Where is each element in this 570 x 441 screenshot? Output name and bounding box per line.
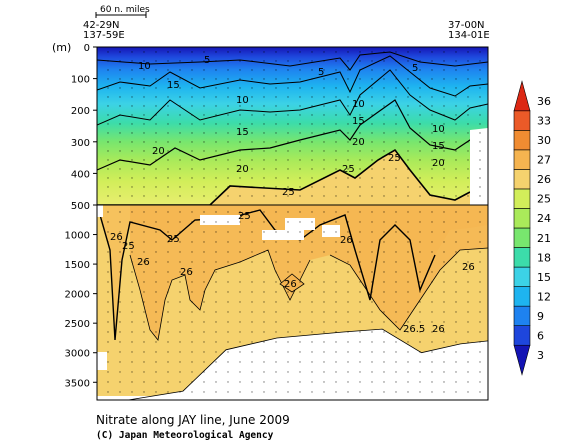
contour-label: 10 [138, 61, 151, 72]
y-tick-label: 200 [71, 106, 90, 117]
contour-5 [97, 51, 488, 71]
colorbar-tick-label: 3 [537, 349, 544, 362]
right-station-lat: 37-00N [448, 20, 485, 31]
seafloor-mask [97, 329, 488, 400]
contour-label: 26 [462, 262, 475, 273]
colorbar-tick-label: 27 [537, 154, 551, 167]
contour-label: 26.5 [403, 324, 425, 335]
contour-15 [97, 69, 488, 126]
upper-warm-zone [97, 150, 488, 205]
colorbar-swatch [513, 344, 531, 376]
seafloor-line [97, 328, 488, 400]
colorbar-tick-label: 9 [537, 310, 544, 323]
y-tick-label: 1500 [65, 260, 90, 271]
colorbar-swatch [513, 305, 531, 326]
contour-label: 20 [352, 137, 365, 148]
contour-label: 10 [236, 95, 249, 106]
y-axis: 0 100 200 300 400 500 1000 1500 2000 2500 3000 3500 [65, 43, 97, 389]
contour-label: 25 [388, 153, 401, 164]
contour-label: 26 [110, 232, 123, 243]
scale-bar-label: 60 n. miles [100, 5, 150, 15]
contour-label: 10 [352, 99, 365, 110]
y-axis-label: (m) [52, 41, 71, 54]
contour-label: 25 [342, 164, 355, 175]
contour-label: 25 [167, 234, 180, 245]
credit-text: (C) Japan Meteorological Agency [96, 430, 274, 441]
right-station-lon: 134-01E [448, 30, 490, 41]
y-tick-label: 300 [71, 138, 90, 149]
lower-panel [97, 205, 488, 400]
upper-panel [97, 47, 488, 205]
contour-label: 15 [236, 127, 249, 138]
colorbar-swatch [513, 80, 531, 112]
y-tick-label: 2000 [65, 290, 90, 301]
contour-label: 15 [352, 116, 365, 127]
contour-labels: 5 5 5 10 10 10 10 15 15 15 15 20 20 20 2… [110, 55, 475, 335]
colorbar-tick-label: 18 [537, 251, 551, 264]
colorbar-swatch [513, 208, 531, 229]
y-tick-label: 400 [71, 169, 90, 180]
contour-label: 26 [137, 257, 150, 268]
y-tick-label: 1000 [65, 231, 90, 242]
colorbar-tick-label: 36 [537, 95, 551, 108]
y-tick-label: 0 [84, 43, 90, 54]
y-tick-label: 500 [71, 201, 90, 212]
contour-label: 5 [204, 55, 210, 66]
colorbar-tick-label: 12 [537, 290, 551, 303]
colorbar-tick-label: 25 [537, 193, 551, 206]
colorbar-tick-label: 6 [537, 329, 544, 342]
contour-label: 20 [236, 164, 249, 175]
chart-title: Nitrate along JAY line, June 2009 [96, 413, 290, 427]
contour-label: 26 [340, 235, 353, 246]
y-tick-label: 3500 [65, 378, 90, 389]
contour-label: 15 [432, 141, 445, 152]
contour-10 [97, 55, 488, 97]
contour-label: 25 [282, 187, 295, 198]
contour-label: 25 [122, 241, 135, 252]
colorbar-swatch [513, 188, 531, 209]
contour-label: 15 [167, 80, 180, 91]
contour-label: 26 [284, 279, 297, 290]
colorbar-swatch [513, 325, 531, 346]
contour-label: 20 [432, 158, 445, 169]
colorbar-swatch [513, 149, 531, 170]
contour-label: 25 [238, 211, 251, 222]
colorbar-tick-label: 30 [537, 134, 551, 147]
colorbar-swatch [513, 266, 531, 287]
y-tick-label: 100 [71, 75, 90, 86]
contour-label: 26 [432, 324, 445, 335]
colorbar-tick-label: 24 [537, 212, 551, 225]
colorbar-swatch [513, 247, 531, 268]
left-station-lat: 42-29N [83, 20, 120, 31]
upper-field [97, 47, 488, 205]
contour-20 [97, 99, 488, 171]
contour-label: 20 [152, 146, 165, 157]
colorbar-tick-label: 15 [537, 271, 551, 284]
colorbar-swatch [513, 130, 531, 151]
y-tick-label: 3000 [65, 349, 90, 360]
contour-label: 26 [180, 267, 193, 278]
contour-label: 10 [432, 124, 445, 135]
colorbar-tick-label: 26 [537, 173, 551, 186]
contour-label: 5 [412, 63, 418, 74]
colorbar-swatch [513, 227, 531, 248]
lower-orange-26 [130, 205, 488, 340]
y-tick-label: 2500 [65, 319, 90, 330]
left-station-lon: 137-59E [83, 30, 125, 41]
colorbar-swatch [513, 110, 531, 131]
colorbar-swatch [513, 169, 531, 190]
colorbar-tick-label: 33 [537, 115, 551, 128]
colorbar-tick-label: 21 [537, 232, 551, 245]
contour-label: 5 [318, 67, 324, 78]
colorbar-swatch [513, 286, 531, 307]
